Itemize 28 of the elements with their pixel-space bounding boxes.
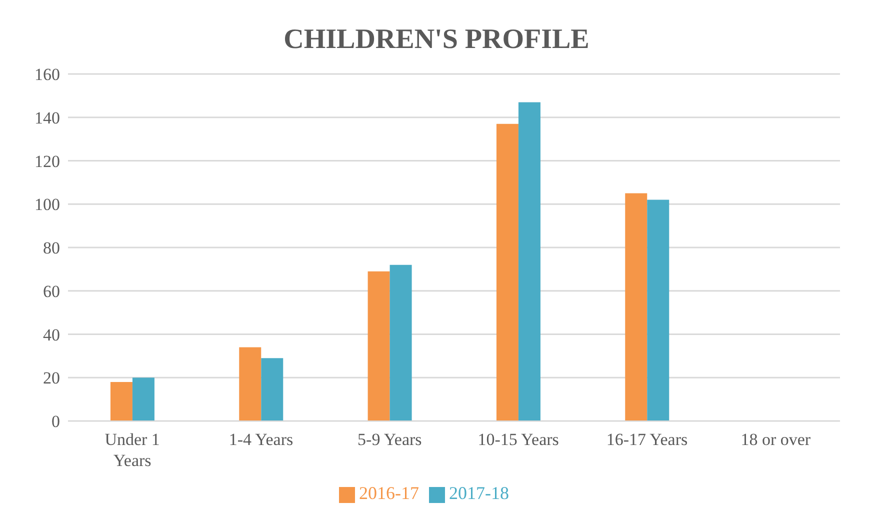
y-tick-label: 120 (34, 152, 60, 171)
bar (647, 200, 670, 421)
bar (625, 193, 648, 421)
bar (518, 102, 540, 421)
bar (110, 382, 132, 421)
x-tick-label: 16-17 Years (606, 430, 688, 449)
y-tick-label: 40 (43, 325, 60, 344)
y-tick-label: 0 (52, 412, 60, 432)
bar (390, 264, 412, 421)
y-tick-label: 140 (34, 108, 60, 128)
y-tick-label: 80 (43, 238, 60, 258)
x-tick-label: 10-15 Years (478, 430, 559, 449)
x-tick-label: 5-9 Years (358, 430, 422, 449)
legend-label: 2017-18 (449, 483, 509, 503)
x-tick-label: Under 1 Years (104, 430, 160, 470)
x-tick-label: 1-4 Years (228, 430, 294, 449)
y-tick-label: 160 (34, 65, 60, 84)
bar (261, 358, 284, 421)
bar (239, 347, 262, 421)
bar (368, 271, 390, 421)
bar (132, 378, 154, 421)
legend-label: 2016-17 (359, 483, 419, 503)
bar (496, 124, 518, 421)
chart-title: CHILDREN'S PROFILE (282, 23, 590, 57)
y-tick-label: 100 (34, 195, 60, 214)
y-tick-label: 20 (43, 368, 60, 388)
y-tick-label: 60 (43, 282, 60, 301)
x-tick-label: 18 or over (740, 430, 811, 449)
